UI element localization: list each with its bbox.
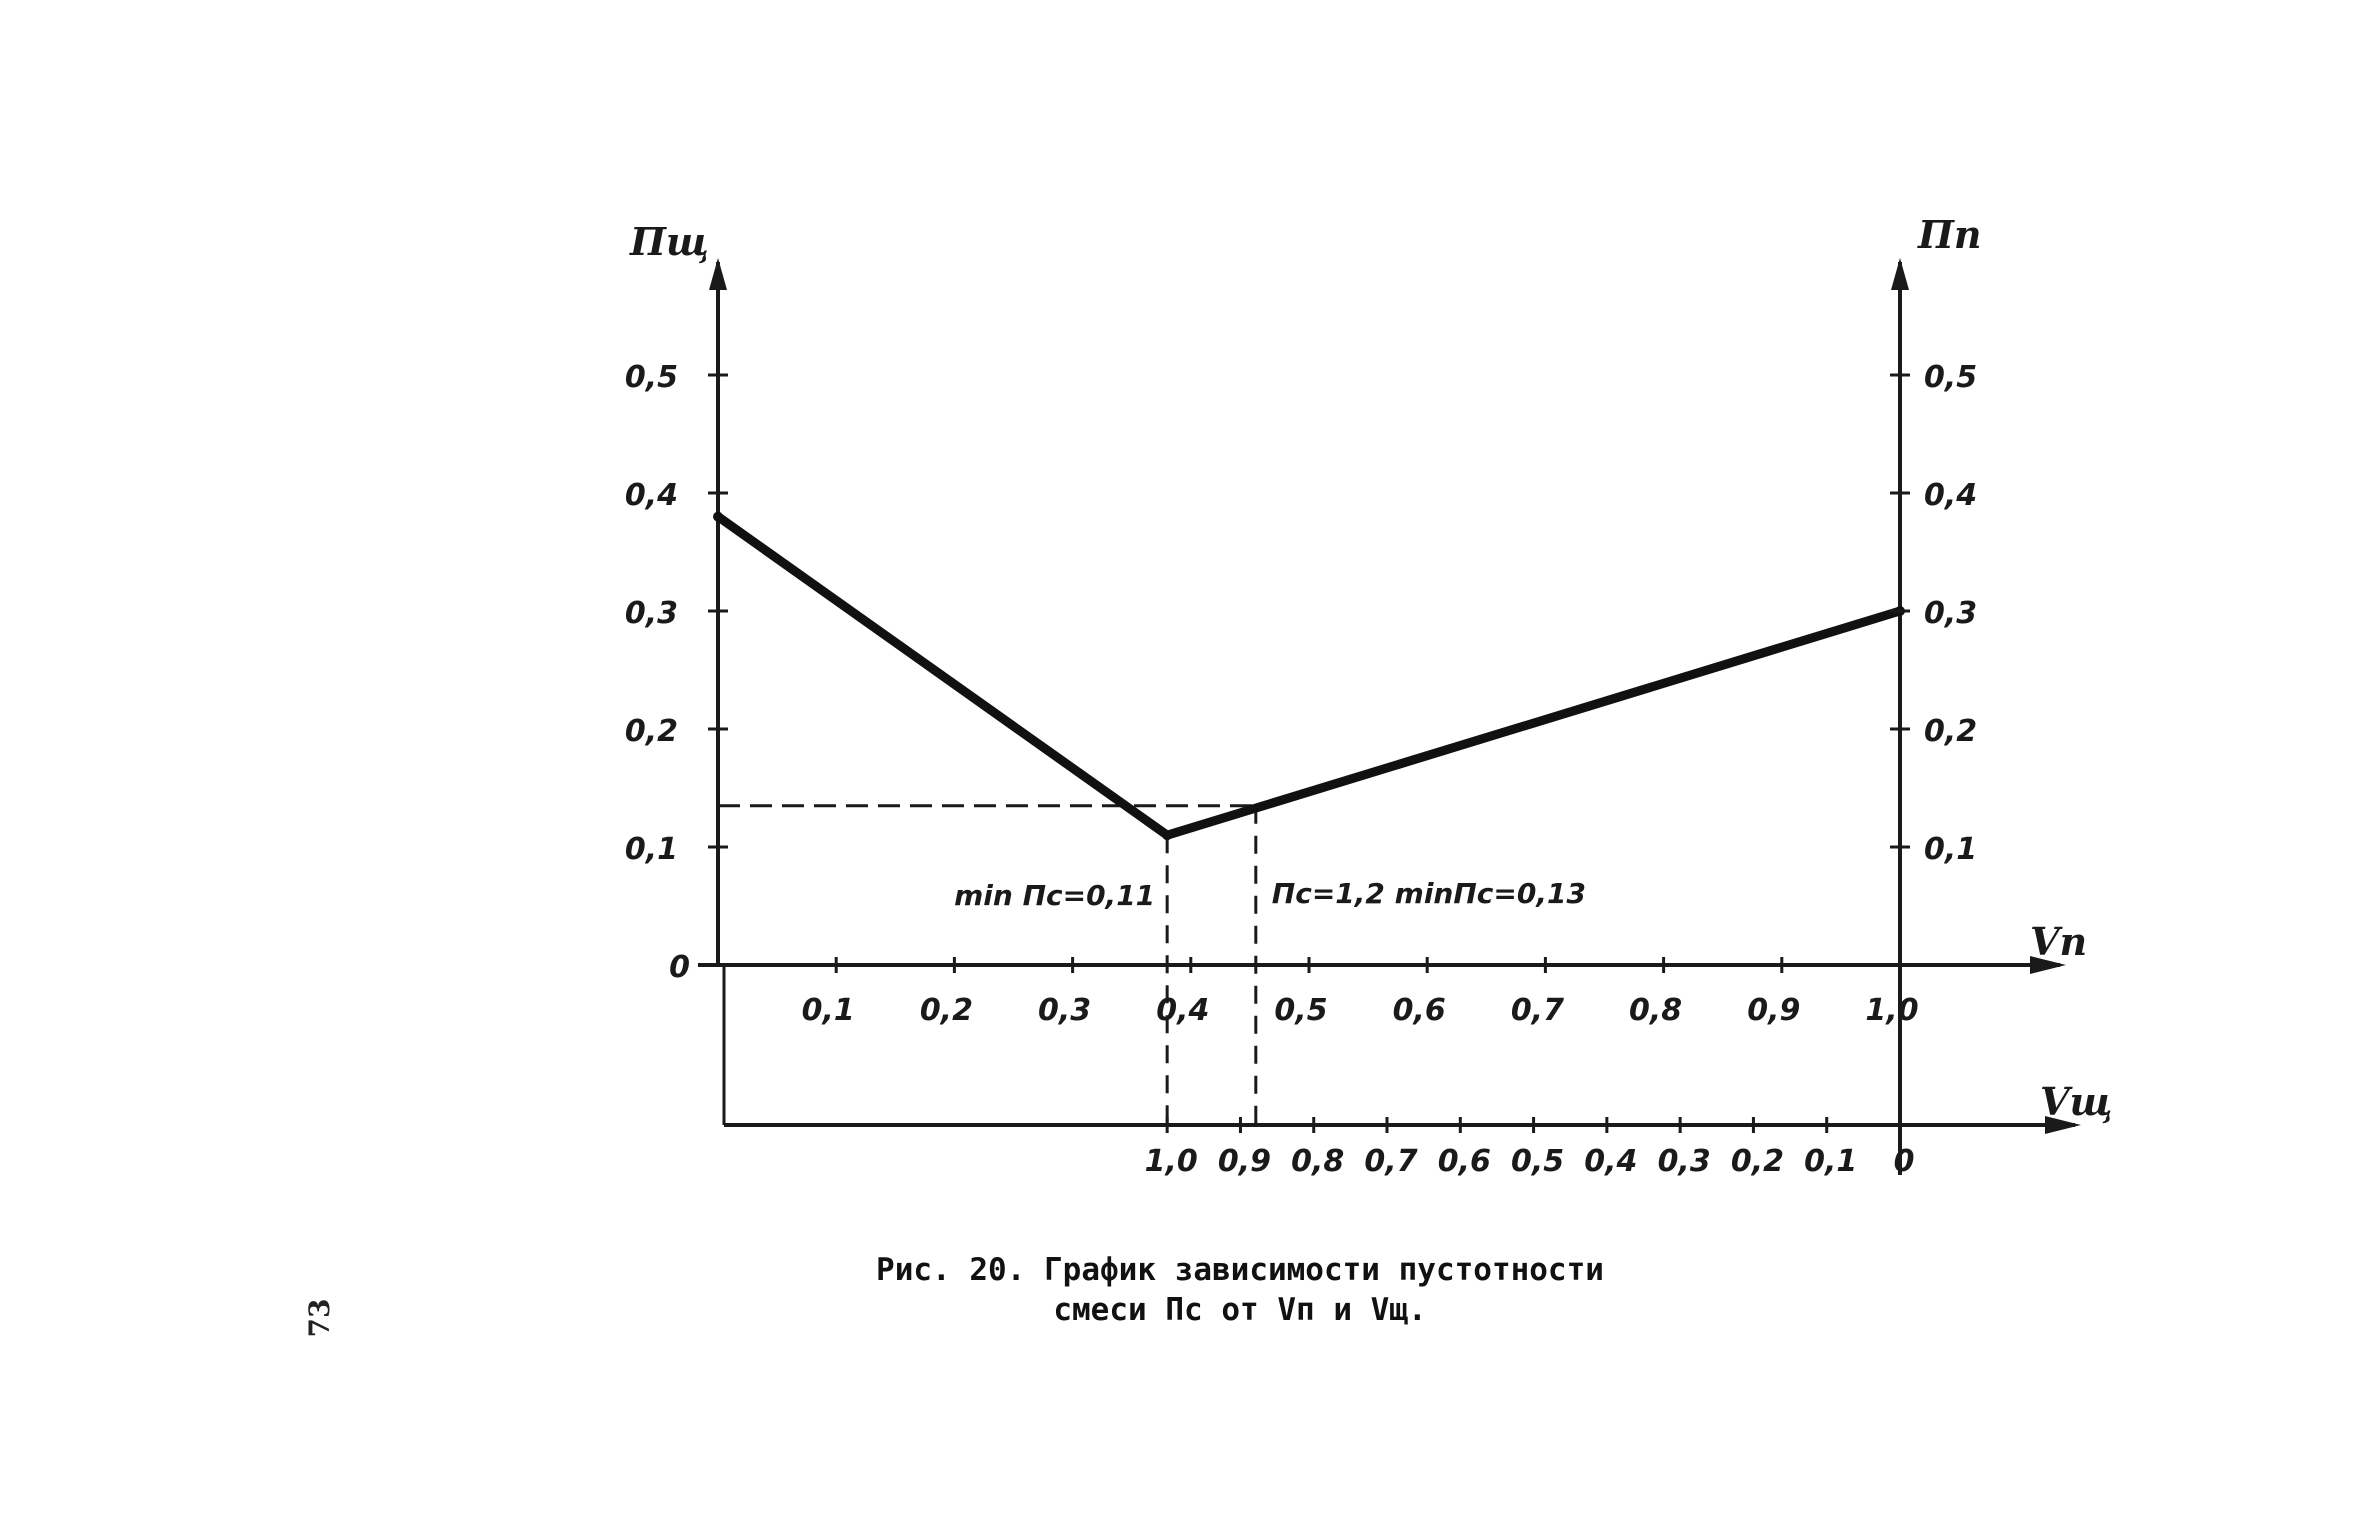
origin-label: 0 [669,950,690,985]
x-tick-label: 0,2 [920,993,973,1028]
x-tick-label: 0,7 [1511,993,1564,1028]
left-y-tick-label: 0,5 [625,360,678,395]
x-tick-label: 1,0 [1865,993,1918,1028]
x2-axis-title: Vщ [2040,1079,2113,1124]
x2-tick-label: 0,1 [1804,1144,1857,1179]
right-axis-title: Пп [1917,212,1982,257]
right-y-axis-arrow [1891,258,1909,290]
page-number: 73 [303,1298,336,1338]
x2-tick-label: 0,8 [1291,1144,1344,1179]
min-annotation: min Пс=0,11 [954,879,1155,912]
x2-tick-label: 0,5 [1511,1144,1564,1179]
x-tick-label: 0,6 [1393,993,1446,1028]
right-annotation: Пс=1,2 minПс=0,13 [1272,877,1586,910]
left-y-tick-label: 0,2 [625,714,678,749]
series-point [713,511,723,522]
x-tick-label: 0,5 [1274,993,1327,1028]
x2-tick-label: 0,9 [1218,1144,1271,1179]
x-axis-arrow [2030,956,2066,974]
series-layer [713,511,1905,841]
x-tick-label: 0,1 [802,993,855,1028]
labels: Пщ Пп Vп Vщ 0,1 0,2 0,3 0,4 0,5 0,1 0,2 0,3 0,4 0,5 0 0… [625,212,2113,1179]
left-axis-title: Пщ [629,219,709,264]
axes [698,258,2081,1175]
x2-axis-arrow [2045,1116,2081,1134]
reference-lines [718,804,1258,1125]
figure-caption: Рис. 20. График зависимости пустотности … [640,1250,1840,1330]
x-tick-label: 0,3 [1038,993,1091,1028]
x-axis-title: Vп [2030,919,2087,964]
series-line [713,512,1905,840]
right-y-tick-label: 0,3 [1924,596,1977,631]
x2-tick-label: 0,3 [1658,1144,1711,1179]
left-y-tick-label: 0,3 [625,596,678,631]
right-y-tick-label: 0,4 [1924,478,1977,513]
right-y-tick-label: 0,1 [1924,832,1977,867]
x2-tick-label: 0,4 [1584,1144,1637,1179]
x-tick-label: 0,8 [1629,993,1682,1028]
right-y-tick-label: 0,5 [1924,360,1977,395]
x2-tick-label: 0,2 [1731,1144,1784,1179]
left-y-tick-label: 0,1 [625,832,678,867]
left-y-axis-arrow [709,258,727,290]
x2-tick-label: 0,6 [1438,1144,1491,1179]
right-y-tick-label: 0,2 [1924,714,1977,749]
ticks [708,373,1910,1133]
x2-tick-label: 0 [1894,1144,1915,1179]
x2-tick-label: 1,0 [1145,1144,1198,1179]
caption-line-2: смеси Пс от Vп и Vщ. [1053,1292,1427,1328]
x2-tick-label: 0,7 [1364,1144,1417,1179]
x-tick-label: 0,4 [1156,993,1209,1028]
series-point [1162,830,1173,841]
x-tick-label: 0,9 [1747,993,1800,1028]
left-y-tick-label: 0,4 [625,478,678,513]
caption-line-1: Рис. 20. График зависимости пустотности [876,1252,1604,1288]
